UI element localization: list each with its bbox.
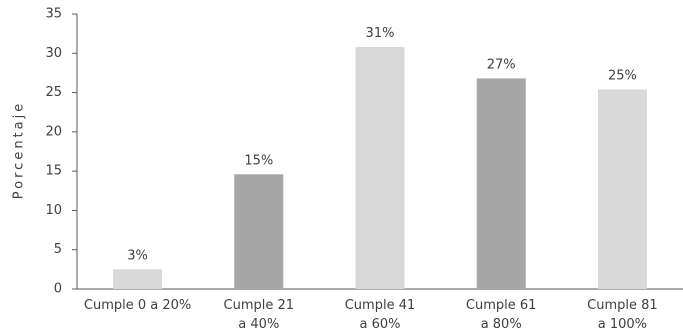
y-tick-label: 10 (45, 203, 62, 218)
y-tick-label: 25 (45, 85, 62, 100)
bar (476, 78, 526, 289)
y-tick-label: 0 (54, 282, 62, 297)
y-tick-label: 5 (54, 242, 62, 257)
x-category-label: Cumple 41 (345, 298, 416, 313)
y-axis-label: Porcentaje (12, 101, 27, 199)
x-category-label: a 100% (598, 317, 647, 332)
x-category-label: Cumple 0 a 20% (84, 298, 191, 313)
x-category-label: a 40% (238, 317, 279, 332)
x-category-label: a 60% (360, 317, 401, 332)
x-category-label: Cumple 61 (466, 298, 537, 313)
bar (234, 174, 284, 289)
y-tick-label: 35 (45, 7, 62, 22)
data-label: 25% (608, 68, 637, 83)
y-tick-label: 20 (45, 124, 62, 139)
y-tick-label: 30 (45, 46, 62, 61)
x-category-label: Cumple 81 (587, 298, 658, 313)
x-category-label: Cumple 21 (224, 298, 295, 313)
data-label: 31% (366, 26, 395, 41)
x-category-label: a 80% (481, 317, 522, 332)
data-label: 3% (127, 248, 148, 263)
bar (355, 47, 405, 289)
y-tick-label: 15 (45, 164, 62, 179)
data-label: 27% (487, 57, 516, 72)
bar (113, 269, 163, 289)
data-label: 15% (244, 153, 273, 168)
bar (597, 89, 647, 289)
